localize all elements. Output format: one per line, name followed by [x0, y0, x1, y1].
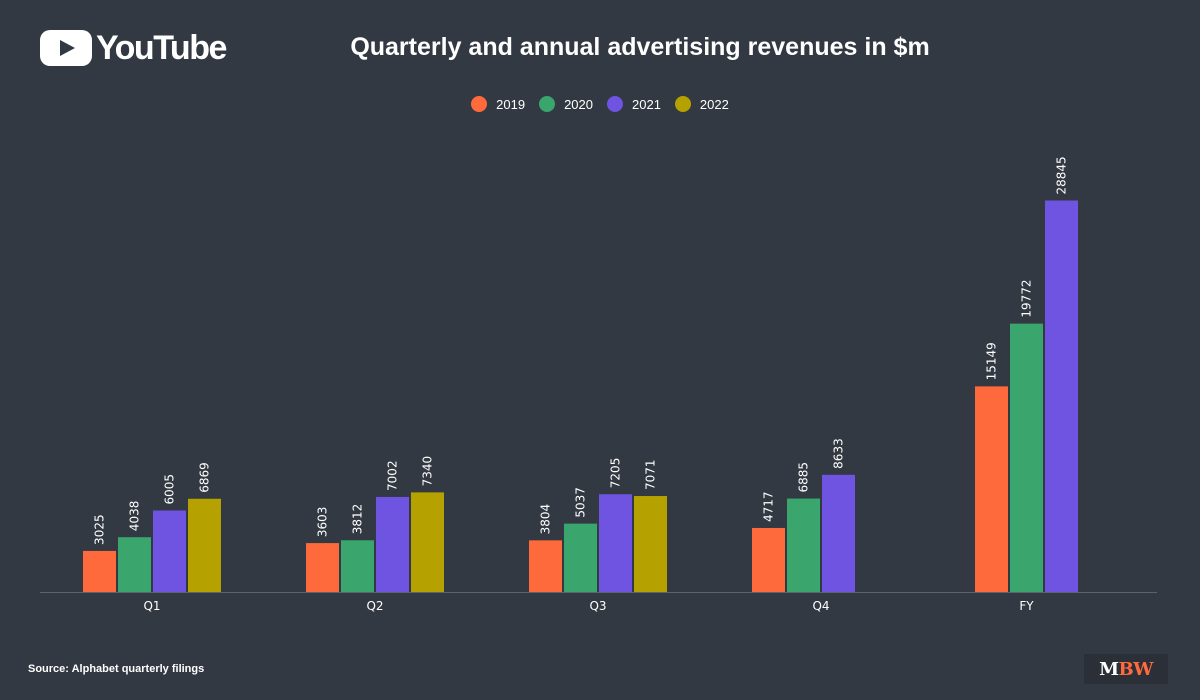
legend-label: 2020 — [564, 96, 593, 112]
data-label-Q4-2020: 6885 — [797, 462, 811, 493]
mbw-logo-bw: BW — [1118, 658, 1154, 680]
data-label-Q3-2021: 7205 — [609, 458, 623, 489]
legend-swatch — [539, 96, 556, 112]
bar-Q2-2019[interactable] — [306, 543, 339, 592]
youtube-logo: YouTube — [40, 29, 227, 67]
bar-FY-2019[interactable] — [975, 386, 1008, 592]
x-tick-label-Q2: Q2 — [366, 599, 383, 613]
x-tick-label-FY: FY — [1019, 599, 1034, 613]
youtube-logo-text: YouTube — [96, 29, 227, 67]
chart-legend: 2019 2020 2021 2022 — [0, 96, 1200, 112]
data-label-Q1-2022: 6869 — [198, 462, 212, 493]
bar-Q1-2022[interactable] — [188, 498, 221, 592]
data-label-Q3-2020: 5037 — [574, 487, 588, 518]
mbw-logo-m: M — [1099, 658, 1119, 680]
data-label-FY-2019: 15149 — [985, 342, 999, 380]
legend-label: 2019 — [496, 96, 526, 112]
data-label-Q1-2020: 4038 — [128, 501, 142, 532]
bar-Q1-2021[interactable] — [153, 510, 186, 592]
x-tick-label-Q1: Q1 — [143, 599, 160, 613]
data-label-Q4-2019: 4717 — [762, 491, 776, 522]
legend-item-2022[interactable]: 2022 — [674, 96, 729, 112]
mbw-logo: M BW — [1084, 654, 1168, 684]
legend-label: 2022 — [699, 96, 729, 112]
data-label-Q4-2021: 8633 — [832, 438, 846, 469]
data-label-Q1-2019: 3025 — [93, 514, 107, 545]
bar-Q4-2021[interactable] — [822, 474, 855, 592]
bar-Q2-2022[interactable] — [411, 492, 444, 592]
data-label-Q2-2022: 7340 — [421, 456, 435, 487]
bar-Q1-2020[interactable] — [118, 537, 151, 592]
data-label-Q2-2020: 3812 — [351, 504, 365, 535]
bar-Q4-2020[interactable] — [787, 498, 820, 592]
legend-swatch — [674, 96, 691, 112]
bar-Q3-2020[interactable] — [564, 523, 597, 592]
data-label-Q2-2021: 7002 — [386, 460, 400, 491]
bar-FY-2020[interactable] — [1010, 323, 1043, 592]
data-label-Q3-2019: 3804 — [539, 504, 553, 535]
youtube-play-icon — [40, 30, 92, 66]
legend-item-2021[interactable]: 2021 — [607, 96, 661, 112]
bar-Q4-2019[interactable] — [752, 527, 785, 592]
data-label-Q2-2019: 3603 — [316, 507, 330, 538]
bar-Q2-2020[interactable] — [341, 540, 374, 592]
x-tick-label-Q4: Q4 — [812, 599, 829, 613]
source-note: Source: Alphabet quarterly filings — [28, 663, 205, 675]
bar-Q1-2019[interactable] — [83, 550, 116, 592]
bar-Q3-2019[interactable] — [529, 540, 562, 592]
data-label-Q1-2021: 6005 — [163, 474, 177, 505]
bar-Q2-2021[interactable] — [376, 496, 409, 592]
legend-swatch — [607, 96, 623, 112]
x-tick-label-Q3: Q3 — [589, 599, 606, 613]
bar-FY-2021[interactable] — [1045, 200, 1078, 593]
data-label-FY-2020: 19772 — [1020, 279, 1034, 317]
legend-swatch — [471, 96, 488, 112]
legend-item-2019[interactable]: 2019 — [471, 96, 525, 112]
chart-title: Quarterly and annual advertising revenue… — [350, 33, 930, 61]
bar-Q3-2021[interactable] — [599, 494, 632, 592]
legend-label: 2021 — [632, 96, 661, 112]
data-label-Q3-2022: 7071 — [644, 459, 658, 490]
bar-Q3-2022[interactable] — [634, 496, 667, 592]
legend-item-2020[interactable]: 2020 — [539, 96, 593, 112]
data-label-FY-2021: 28845 — [1055, 156, 1069, 194]
